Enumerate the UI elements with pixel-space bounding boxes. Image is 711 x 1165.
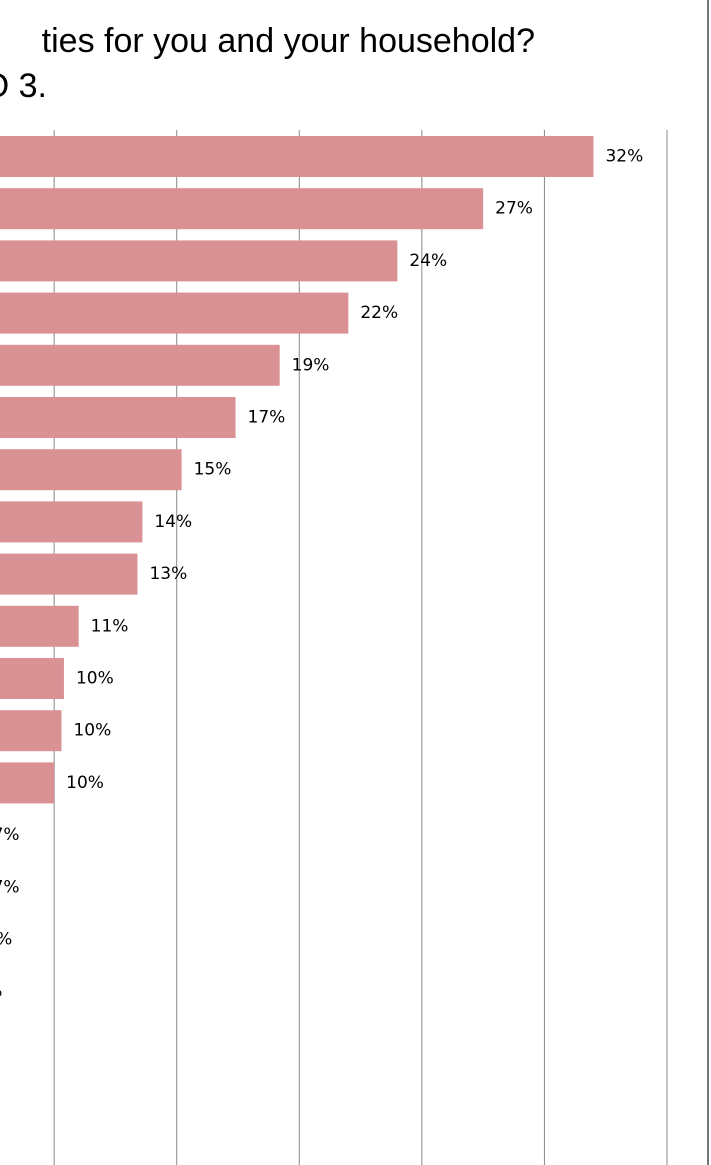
bar (0, 553, 138, 595)
bar (0, 658, 64, 699)
value-label: 7% (0, 825, 20, 845)
chart-title: O 3. (0, 67, 47, 105)
value-label: 10% (66, 773, 104, 793)
value-label: 22% (360, 303, 398, 323)
value-label: 27% (495, 199, 533, 219)
value-label: 13% (149, 564, 187, 584)
value-label: 15% (194, 460, 232, 480)
value-label: 17% (248, 408, 286, 428)
value-label: 7% (0, 930, 12, 950)
value-label: 19% (292, 355, 330, 375)
value-label: 10% (73, 721, 111, 741)
bar (0, 605, 79, 647)
chart-title: ties for you and your household? (42, 22, 535, 60)
bar (0, 762, 55, 804)
bar (0, 397, 236, 438)
bar (0, 292, 349, 334)
value-label: 14% (154, 512, 192, 532)
bar (0, 136, 594, 177)
value-label: 6% (0, 982, 2, 1002)
bar (0, 710, 62, 752)
bar (0, 344, 280, 386)
bar (0, 449, 182, 491)
value-label: 7% (0, 877, 20, 897)
value-label: 11% (91, 616, 129, 636)
value-label: 10% (76, 669, 114, 689)
value-label: 24% (409, 251, 447, 271)
value-label: 32% (605, 147, 643, 167)
bar (0, 240, 398, 282)
bar (0, 501, 143, 543)
bar (0, 188, 484, 230)
